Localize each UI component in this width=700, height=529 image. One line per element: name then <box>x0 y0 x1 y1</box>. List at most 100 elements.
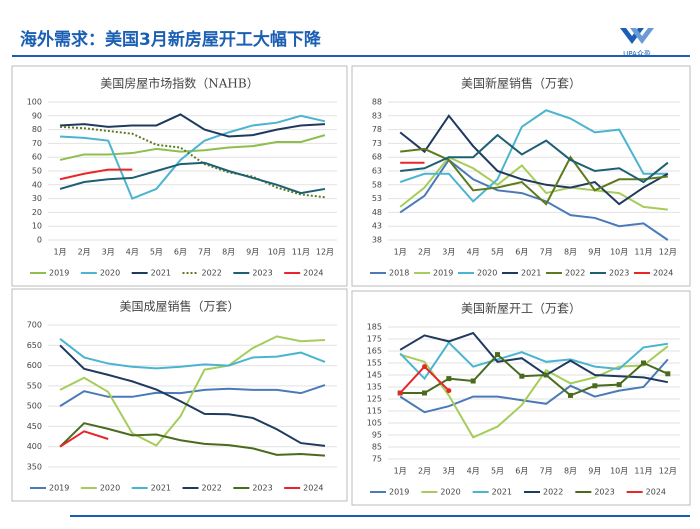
y-tick-label: 83 <box>372 111 382 120</box>
legend-label: 2019 <box>389 488 409 497</box>
logo: UPA众盈 <box>620 28 654 58</box>
x-tick-label: 8月 <box>564 248 577 257</box>
y-tick-label: 43 <box>372 222 382 231</box>
series-line <box>59 161 326 195</box>
x-tick-label: 2月 <box>418 248 431 257</box>
legend-label: 2023 <box>609 269 629 278</box>
x-tick-label: 4月 <box>467 248 480 257</box>
series-line <box>400 133 669 184</box>
y-tick-label: 68 <box>372 153 382 162</box>
x-tick-label: 9月 <box>246 248 259 257</box>
point <box>397 390 403 396</box>
series-line <box>59 114 326 200</box>
y-tick-label: 80 <box>32 125 42 134</box>
point <box>422 390 427 396</box>
legend-label: 2022 <box>543 488 563 497</box>
series-line <box>399 341 668 381</box>
legend-label: 2019 <box>49 484 69 493</box>
x-tick-label: 5月 <box>150 248 163 257</box>
x-tick-label: 10月 <box>610 248 628 257</box>
point <box>641 360 646 366</box>
y-tick-label: 115 <box>367 407 382 416</box>
y-tick-label: 600 <box>27 361 42 370</box>
y-tick-label: 105 <box>367 419 382 428</box>
legend-label: 2021 <box>521 269 541 278</box>
y-tick-label: 125 <box>367 395 382 404</box>
x-tick-label: 2月 <box>418 467 431 476</box>
y-tick-label: 90 <box>32 111 42 120</box>
y-tick-label: 165 <box>367 347 382 356</box>
x-tick-label: 10月 <box>610 467 628 476</box>
series-line <box>400 353 669 397</box>
x-tick-label: 3月 <box>442 467 455 476</box>
y-tick-label: 53 <box>372 194 382 203</box>
legend-label: 2020 <box>100 484 120 493</box>
series-line <box>399 114 669 206</box>
chart-title: 美国新屋开工（万套） <box>461 301 581 316</box>
y-tick-label: 100 <box>27 98 42 107</box>
x-tick-label: 11月 <box>292 248 310 257</box>
point <box>446 388 452 394</box>
x-tick-label: 6月 <box>515 467 528 476</box>
series-line <box>59 125 326 199</box>
point <box>422 364 427 370</box>
point <box>446 376 452 382</box>
x-tick-label: 5月 <box>491 467 504 476</box>
y-tick-label: 10 <box>32 222 42 231</box>
series-line <box>59 335 326 447</box>
point <box>495 352 500 358</box>
legend-label: 2024 <box>303 484 323 493</box>
x-tick-label: 12月 <box>316 248 334 257</box>
legend-label: 2023 <box>252 269 272 278</box>
y-tick-label: 0 <box>37 236 42 245</box>
legend-label: 2021 <box>151 484 171 493</box>
x-tick-label: 8月 <box>564 467 577 476</box>
legend-label: 2021 <box>151 269 171 278</box>
x-tick-label: 4月 <box>126 248 139 257</box>
x-tick-label: 5月 <box>491 248 504 257</box>
x-tick-label: 7月 <box>540 467 553 476</box>
y-tick-label: 38 <box>372 236 382 245</box>
point <box>519 373 525 379</box>
x-tick-label: 6月 <box>174 248 187 257</box>
chart-panel <box>11 288 348 502</box>
legend-label: 2023 <box>594 488 614 497</box>
slide-title: 海外需求：美国3月新房屋开工大幅下降 <box>20 29 322 50</box>
y-tick-label: 70 <box>32 139 42 148</box>
x-tick-label: 11月 <box>634 248 652 257</box>
y-tick-label: 145 <box>367 371 382 380</box>
x-tick-label: 3月 <box>442 248 455 257</box>
series-line <box>59 422 326 457</box>
series-line <box>59 338 326 370</box>
legend-label: 2020 <box>477 269 497 278</box>
logo-text: UPA众盈 <box>623 50 651 58</box>
x-tick-label: 4月 <box>467 467 480 476</box>
y-tick-label: 78 <box>372 125 382 134</box>
x-tick-label: 7月 <box>540 248 553 257</box>
x-tick-label: 9月 <box>588 467 601 476</box>
y-tick-label: 60 <box>32 153 42 162</box>
y-tick-label: 550 <box>27 381 42 390</box>
y-tick-label: 88 <box>372 98 382 107</box>
legend-label: 2019 <box>49 269 69 278</box>
x-tick-label: 1月 <box>394 467 407 476</box>
series-line <box>399 331 669 384</box>
legend-label: 2024 <box>303 269 323 278</box>
y-tick-label: 185 <box>367 323 382 332</box>
series-line <box>399 358 669 414</box>
chart-title: 美国新屋销售（万套） <box>461 76 581 91</box>
legend-label: 2022 <box>565 269 585 278</box>
y-tick-label: 73 <box>372 139 382 148</box>
y-tick-label: 75 <box>372 455 382 464</box>
legend-label: 2018 <box>389 269 409 278</box>
legend-label: 2019 <box>433 269 453 278</box>
x-tick-label: 12月 <box>659 248 677 257</box>
x-tick-label: 1月 <box>53 248 66 257</box>
point <box>592 383 598 389</box>
series-line <box>399 158 669 241</box>
x-tick-label: 7月 <box>198 248 211 257</box>
y-tick-label: 20 <box>32 208 42 217</box>
series-line <box>399 155 668 211</box>
x-tick-label: 11月 <box>634 467 652 476</box>
y-tick-label: 450 <box>27 422 42 431</box>
